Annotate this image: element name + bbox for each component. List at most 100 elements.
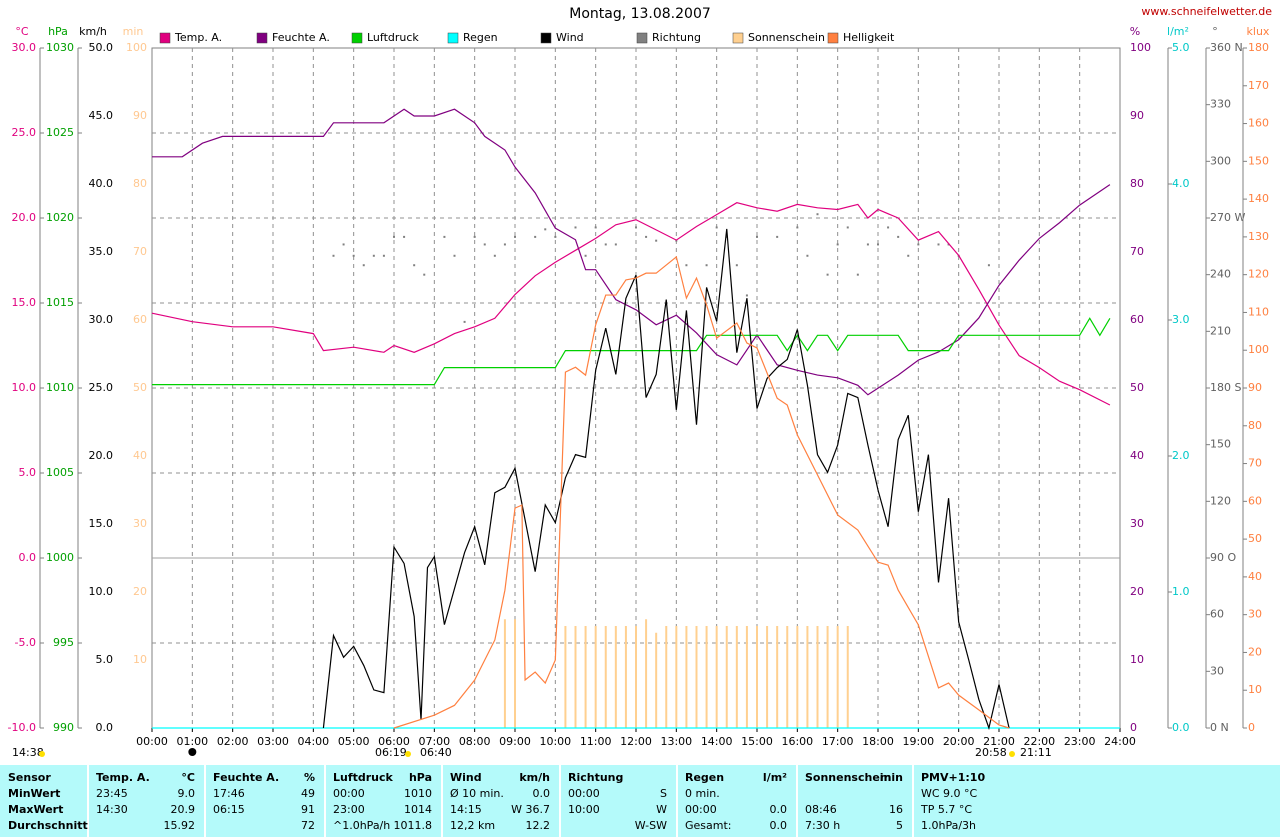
y-tick-label: 25.0 xyxy=(89,381,114,394)
series-line xyxy=(152,108,1111,396)
direction-dot xyxy=(836,243,839,246)
y-tick-label: 80 xyxy=(133,177,147,190)
time-annotation: 20:58 xyxy=(975,746,1007,759)
x-tick-label: 04:00 xyxy=(297,735,329,748)
source: www.schneifelwetter.de xyxy=(1141,5,1272,18)
x-tick-label: 14:00 xyxy=(701,735,733,748)
legend-label: Temp. A. xyxy=(174,31,222,44)
direction-dot xyxy=(947,243,950,246)
column-title: PMV+1:10 xyxy=(921,771,986,784)
y-tick-label: 90 O xyxy=(1210,551,1236,564)
x-tick-label: 21:00 xyxy=(983,735,1015,748)
y-tick-label: 1000 xyxy=(46,551,74,564)
row-label: MinWert xyxy=(8,787,61,800)
table-cell: 08:46 xyxy=(805,803,837,816)
table-cell: 7:30 h xyxy=(805,819,841,832)
y-tick-label: 80 xyxy=(1130,177,1144,190)
direction-dot xyxy=(645,235,648,238)
direction-dot xyxy=(413,264,416,267)
y-tick-label: 1010 xyxy=(46,381,74,394)
direction-dot xyxy=(332,254,335,257)
table-cell: 5 xyxy=(896,819,903,832)
y-tick-label: 90 xyxy=(133,109,147,122)
table-cell: 23:45 xyxy=(96,787,128,800)
axis-unit: l/m² xyxy=(1167,25,1189,38)
table-cell: 1011.8 xyxy=(393,819,433,832)
sun-icon xyxy=(1009,751,1015,757)
table-cell: Gesamt: xyxy=(685,819,732,832)
direction-dot xyxy=(806,254,809,257)
series-line xyxy=(152,317,1111,386)
time-annotation: 14:38 xyxy=(12,746,44,759)
y-tick-label: 70 xyxy=(1248,457,1262,470)
axis-unit: % xyxy=(1130,25,1140,38)
column-unit: hPa xyxy=(408,771,432,784)
time-annotation: 06:40 xyxy=(420,746,452,759)
y-tick-label: 5.0 xyxy=(19,466,37,479)
table-cell: 14:15 xyxy=(450,803,482,816)
legend-swatch xyxy=(351,32,363,44)
column-separator xyxy=(559,765,561,837)
series-line xyxy=(322,228,1010,731)
x-tick-label: 05:00 xyxy=(338,735,370,748)
direction-dot xyxy=(493,254,496,257)
x-tick-label: 00:00 xyxy=(136,735,168,748)
direction-dot xyxy=(544,228,547,231)
direction-dot xyxy=(705,264,708,267)
direction-dot xyxy=(594,226,597,229)
column-separator xyxy=(796,765,798,837)
y-tick-label: 100 xyxy=(1130,41,1151,54)
y-tick-label: 50.0 xyxy=(89,41,114,54)
column-separator xyxy=(204,765,206,837)
direction-dot xyxy=(483,243,486,246)
table-cell: Ø 10 min. xyxy=(450,787,504,800)
x-tick-label: 01:00 xyxy=(176,735,208,748)
direction-dot xyxy=(745,294,748,297)
table-cell: 49 xyxy=(301,787,315,800)
y-tick-label: 100 xyxy=(126,41,147,54)
table-cell: ^1.0hPa/h xyxy=(333,819,391,832)
axis-unit: km/h xyxy=(79,25,107,38)
y-tick-label: 300 xyxy=(1210,154,1231,167)
direction-dot xyxy=(897,235,900,238)
y-tick-label: 130 xyxy=(1248,230,1269,243)
y-tick-label: 15.0 xyxy=(12,296,37,309)
y-tick-label: 180 S xyxy=(1210,381,1241,394)
legend-label: Luftdruck xyxy=(367,31,419,44)
direction-dot xyxy=(423,273,426,276)
y-tick-label: 5.0 xyxy=(96,653,114,666)
direction-dot xyxy=(503,243,506,246)
column-separator xyxy=(324,765,326,837)
column-title: Feuchte A. xyxy=(213,771,280,784)
series-line xyxy=(393,255,1010,729)
table-cell: 1014 xyxy=(404,803,432,816)
table-cell: 91 xyxy=(301,803,315,816)
y-tick-label: 30.0 xyxy=(89,313,114,326)
y-tick-label: 1025 xyxy=(46,126,74,139)
summary-table: Sensor Temp. A. °C Feuchte A.% Luftdruck hPa W… xyxy=(0,765,1280,837)
table-cell: W xyxy=(656,803,667,816)
y-tick-label: 30 xyxy=(1210,664,1224,677)
table-cell: 0.0 xyxy=(532,787,551,800)
column-title: Temp. A. xyxy=(96,771,150,784)
y-tick-label: 0 N xyxy=(1210,721,1229,734)
y-tick-label: 0.0 xyxy=(19,551,37,564)
legend-swatch xyxy=(447,32,459,44)
direction-dot xyxy=(816,213,819,216)
legend-swatch xyxy=(636,32,648,44)
y-tick-label: 20 xyxy=(1130,585,1144,598)
table-cell: W-SW xyxy=(634,819,667,832)
y-tick-label: 30 xyxy=(1248,608,1262,621)
direction-dot xyxy=(887,226,890,229)
y-tick-label: 5.0 xyxy=(1172,41,1190,54)
y-tick-label: 40 xyxy=(1130,449,1144,462)
direction-dot xyxy=(372,254,375,257)
direction-dot xyxy=(725,235,728,238)
y-tick-label: 170 xyxy=(1248,79,1269,92)
y-tick-label: 60 xyxy=(133,313,147,326)
direction-dot xyxy=(856,273,859,276)
table-cell: 1010 xyxy=(404,787,432,800)
column-separator xyxy=(676,765,678,837)
legend-swatch xyxy=(827,32,839,44)
